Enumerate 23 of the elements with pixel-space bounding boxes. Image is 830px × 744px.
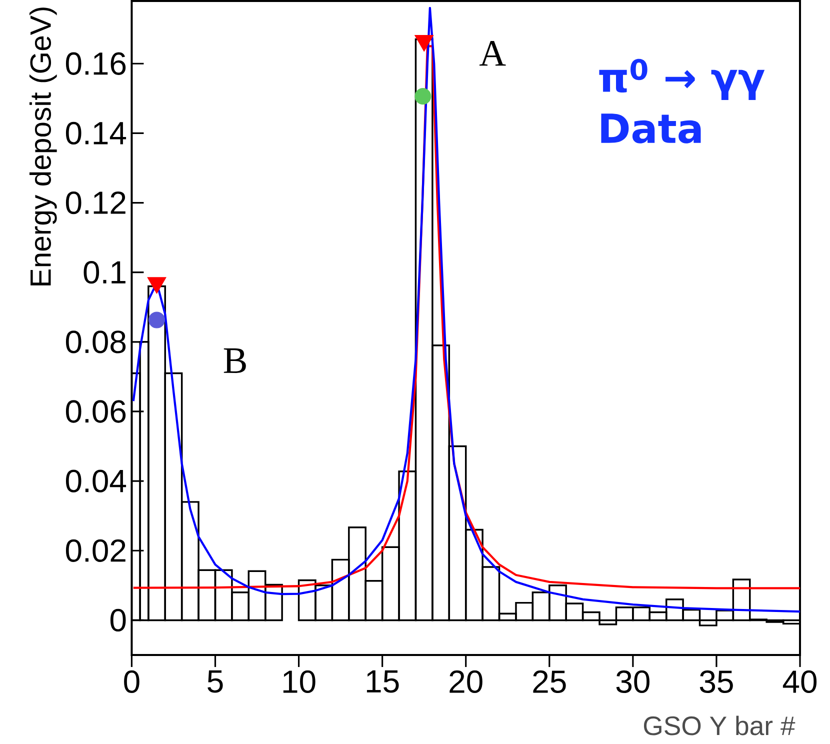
- annotation: Data: [601, 114, 701, 144]
- x-tick-label: 40: [782, 670, 817, 694]
- x-tick-label: 5: [208, 670, 223, 693]
- x-axis-title: GSO Y bar #: [644, 716, 796, 736]
- y-tick-label: 0.08: [66, 330, 126, 354]
- x-tick-label: 25: [533, 670, 566, 694]
- x-tick-label: 35: [700, 670, 733, 694]
- annotation: A: [479, 41, 506, 66]
- y-tick-label: 0.14: [66, 122, 126, 145]
- y-tick-label: 0.02: [66, 539, 126, 562]
- y-tick-label: 0.16: [66, 52, 126, 75]
- y-tick-label: 0.06: [66, 400, 126, 423]
- x-tick-label: 15: [366, 670, 399, 693]
- y-tick-label: 0: [110, 608, 126, 632]
- x-tick-label: 30: [616, 670, 650, 694]
- y-tick-label: 0.12: [66, 191, 126, 214]
- x-tick-label: 20: [450, 670, 482, 694]
- annotation: B: [224, 348, 246, 373]
- y-tick-label: 0.04: [66, 470, 126, 492]
- y-tick-label: 0.1: [84, 261, 126, 284]
- x-tick-label: 10: [283, 670, 316, 694]
- y-axis-title: Energy deposit (GeV): [29, 8, 57, 286]
- annotation: π$^{0}$ → γγ: [599, 58, 765, 100]
